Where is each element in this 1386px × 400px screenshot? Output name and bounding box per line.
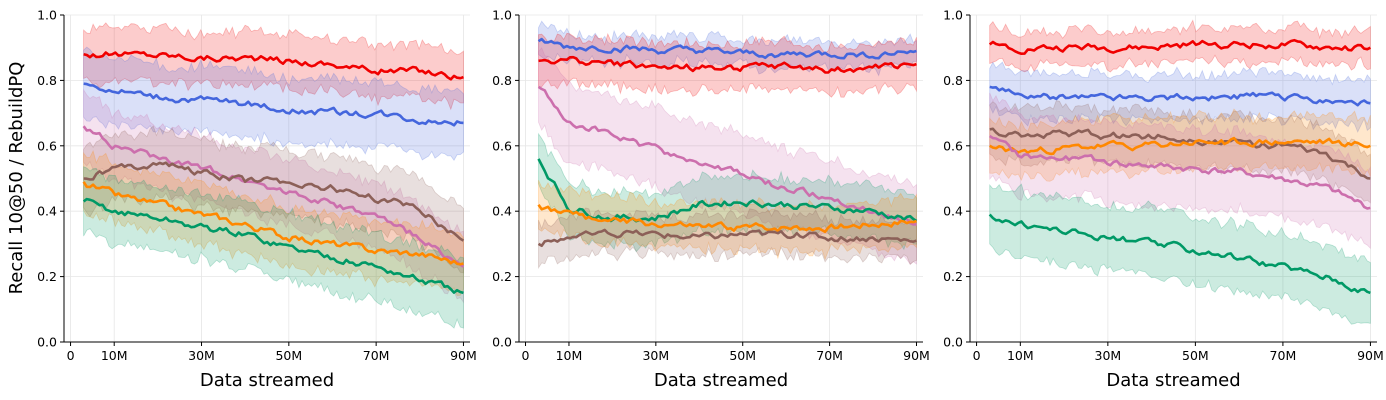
y-tick-label-4: 0.8 — [943, 73, 963, 88]
confidence-bands — [538, 20, 917, 270]
panel-left: 0 10M 30M 50M 70M 90M 0.0 0.2 0.4 0.6 0.8 1.0 Data s… — [37, 8, 477, 392]
series-line-orange — [989, 136, 1371, 156]
x-tick-label-0: 0 — [67, 348, 75, 363]
y-tick-label-2: 0.4 — [943, 204, 963, 219]
series-line-orange — [82, 181, 464, 266]
confidence-bands — [83, 22, 464, 329]
y-tick-label-4: 0.8 — [492, 73, 512, 88]
y-tick-label-2: 0.4 — [37, 204, 57, 219]
x-tick-label-5: 90M — [450, 348, 477, 363]
y-tick-label-5: 1.0 — [492, 8, 512, 23]
x-tick-label-0: 0 — [522, 348, 530, 363]
band-orange — [83, 149, 464, 296]
series-lines — [988, 38, 1371, 295]
x-tick-label-4: 70M — [363, 348, 390, 363]
series-line-blue — [989, 85, 1371, 107]
y-tick-label-4: 0.8 — [37, 73, 57, 88]
y-axis-label: Recall 10@50 / RebuildPQ — [6, 62, 27, 295]
x-tick-label-2: 30M — [1095, 348, 1122, 363]
series-line-green — [82, 197, 464, 295]
band-green — [538, 132, 917, 253]
x-tick-label-4: 70M — [816, 348, 843, 363]
y-tick-label-1: 0.2 — [943, 269, 963, 284]
x-tick-label-0: 0 — [973, 348, 981, 363]
x-axis-label: Data streamed — [654, 370, 788, 391]
band-blue — [83, 46, 464, 161]
x-tick-label-1: 10M — [1007, 348, 1034, 363]
x-tick-label-4: 70M — [1270, 348, 1297, 363]
y-tick-label-3: 0.6 — [492, 138, 512, 153]
series-line-brown — [83, 161, 465, 242]
series-line-red — [988, 38, 1371, 55]
x-tick-label-3: 50M — [275, 348, 302, 363]
panel-middle: 0 10M 30M 50M 70M 90M 0.0 0.2 0.4 0.6 0.8 1.0 Data s… — [492, 8, 930, 392]
x-tick-label-2: 30M — [188, 348, 215, 363]
series-line-pink — [537, 85, 917, 226]
band-brown — [989, 100, 1371, 204]
series-line-green — [537, 158, 918, 223]
band-red — [83, 22, 464, 111]
band-pink — [83, 88, 464, 304]
series-line-pink — [988, 134, 1371, 210]
series-line-red — [538, 55, 917, 74]
x-axis-label: Data streamed — [1106, 370, 1240, 391]
band-orange — [538, 180, 917, 261]
series-line-red — [83, 50, 464, 81]
y-tick-label-0: 0.0 — [492, 335, 512, 350]
y-tick-label-0: 0.0 — [943, 335, 963, 350]
band-green — [989, 183, 1371, 325]
series-line-green — [988, 213, 1371, 295]
series-lines — [82, 50, 465, 295]
y-tick-label-1: 0.2 — [37, 269, 57, 284]
series-line-pink — [82, 125, 465, 268]
x-tick-label-3: 50M — [729, 348, 756, 363]
series-line-blue — [83, 82, 464, 127]
y-tick-label-3: 0.6 — [37, 138, 57, 153]
x-tick-label-1: 10M — [556, 348, 583, 363]
y-tick-label-0: 0.0 — [37, 335, 57, 350]
y-tick-label-3: 0.6 — [943, 138, 963, 153]
series-lines — [537, 37, 918, 248]
series-line-orange — [537, 203, 917, 234]
x-tick-label-1: 10M — [101, 348, 128, 363]
y-tick-label-5: 1.0 — [943, 8, 963, 23]
y-tick-label-5: 1.0 — [37, 8, 57, 23]
confidence-bands — [989, 19, 1371, 325]
band-pink — [538, 47, 917, 265]
series-line-brown — [989, 127, 1371, 180]
series-line-blue — [537, 37, 917, 60]
y-tick-label-2: 0.4 — [492, 204, 512, 219]
x-tick-label-5: 90M — [1357, 348, 1384, 363]
panels: 0 10M 30M 50M 70M 90M 0.0 0.2 0.4 0.6 0.8 1.0 Data s… — [37, 8, 1384, 392]
series-line-brown — [537, 228, 917, 248]
panel-right: 0 10M 30M 50M 70M 90M 0.0 0.2 0.4 0.6 0.8 1.0 Data s… — [943, 8, 1384, 392]
x-tick-label-5: 90M — [903, 348, 930, 363]
x-tick-label-3: 50M — [1182, 348, 1209, 363]
x-axis-label: Data streamed — [200, 370, 334, 391]
y-tick-label-1: 0.2 — [492, 269, 512, 284]
x-tick-label-2: 30M — [642, 348, 669, 363]
